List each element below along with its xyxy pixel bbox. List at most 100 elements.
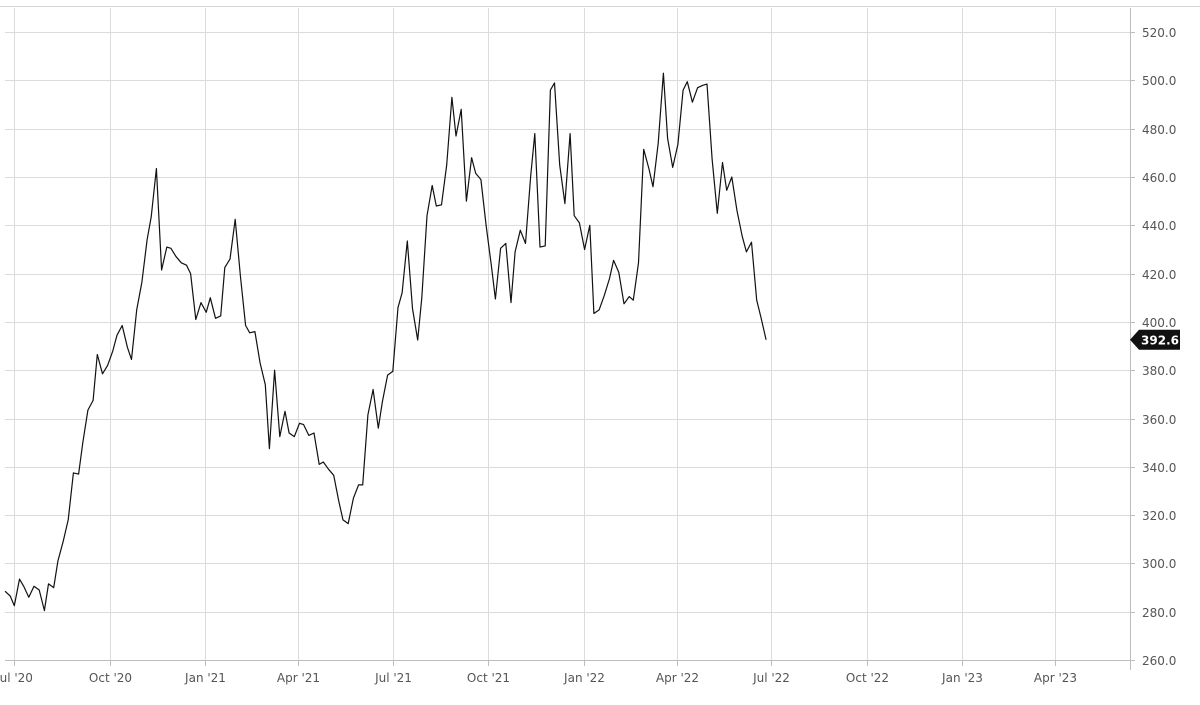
data-point [81,441,84,444]
x-tick-label: Jul '21 [374,671,412,685]
y-tick-label: 440.0 [1142,219,1176,233]
x-tick-label: Oct '22 [846,671,889,685]
data-point [239,274,242,277]
data-point [460,108,463,111]
data-point [322,460,325,463]
data-point [474,172,477,175]
y-tick-label: 420.0 [1142,268,1176,282]
data-point [716,212,719,215]
x-tick-label: Jul '20 [0,671,33,685]
data-point [755,299,758,302]
data-point [115,334,118,337]
data-point [647,167,650,170]
data-point [307,434,310,437]
data-point [273,369,276,372]
data-point [662,72,665,75]
data-point [253,330,256,333]
data-point [524,242,527,245]
data-point [612,259,615,262]
data-point [725,189,728,192]
y-tick-label: 280.0 [1142,606,1176,620]
data-point [569,132,572,135]
y-tick-label: 300.0 [1142,557,1176,571]
data-point [401,291,404,294]
data-point [391,370,394,373]
data-point [563,202,566,205]
data-point [583,248,586,251]
data-point [588,224,591,227]
data-point [175,255,178,258]
x-tick-label: Jan '23 [941,671,983,685]
data-point [199,301,202,304]
last-value-label: 392.6 [1141,333,1179,347]
data-point [651,185,654,188]
data-point [67,518,70,521]
data-point [406,239,409,242]
data-point [264,383,267,386]
data-point [622,302,625,305]
x-tick-label: Oct '21 [467,671,510,685]
data-point [357,483,360,486]
data-point [592,312,595,315]
data-point [18,578,21,581]
data-point [377,427,380,430]
data-point [558,163,561,166]
data-point [386,374,389,377]
data-point [553,81,556,84]
data-point [121,324,124,327]
data-point [96,353,99,356]
data-point [538,246,541,249]
data-point [189,272,192,275]
data-point [490,264,493,267]
data-point [642,148,645,151]
data-point [298,422,301,425]
x-tick-label: Apr '22 [656,671,699,685]
data-point [234,218,237,221]
data-point [671,166,674,169]
data-point [259,361,262,364]
data-point [332,474,335,477]
data-point [92,399,95,402]
data-point [519,229,522,232]
data-point [223,266,226,269]
data-point [185,264,188,267]
data-point [160,268,163,271]
data-point [312,431,315,434]
data-point [13,604,16,607]
data-point [479,178,482,181]
data-point [327,468,330,471]
x-tick-label: Apr '23 [1034,671,1077,685]
data-point [431,184,434,187]
data-point [72,471,75,474]
data-point [632,299,635,302]
data-point [366,413,369,416]
data-point [549,89,552,92]
y-tick-label: 480.0 [1142,123,1176,137]
data-point [126,346,129,349]
y-tick-label: 260.0 [1142,654,1176,668]
data-point [38,588,41,591]
data-point [47,582,50,585]
data-point [608,277,611,280]
data-point [701,84,704,87]
data-point [696,86,699,89]
last-value-badge [1130,329,1180,350]
data-point [278,435,281,438]
last-value-marker: 392.6 [1130,329,1180,350]
data-point [106,364,109,367]
data-point [169,247,172,250]
x-tick-label: Jul '22 [752,671,790,685]
x-tick-label: Oct '20 [89,671,132,685]
data-point [499,247,502,250]
data-point [686,80,689,83]
data-point [318,463,321,466]
data-point [111,349,114,352]
data-point [130,358,133,361]
data-point [617,271,620,274]
data-point [735,209,738,212]
data-point [27,596,30,599]
data-point [22,585,25,588]
data-point [657,142,660,145]
